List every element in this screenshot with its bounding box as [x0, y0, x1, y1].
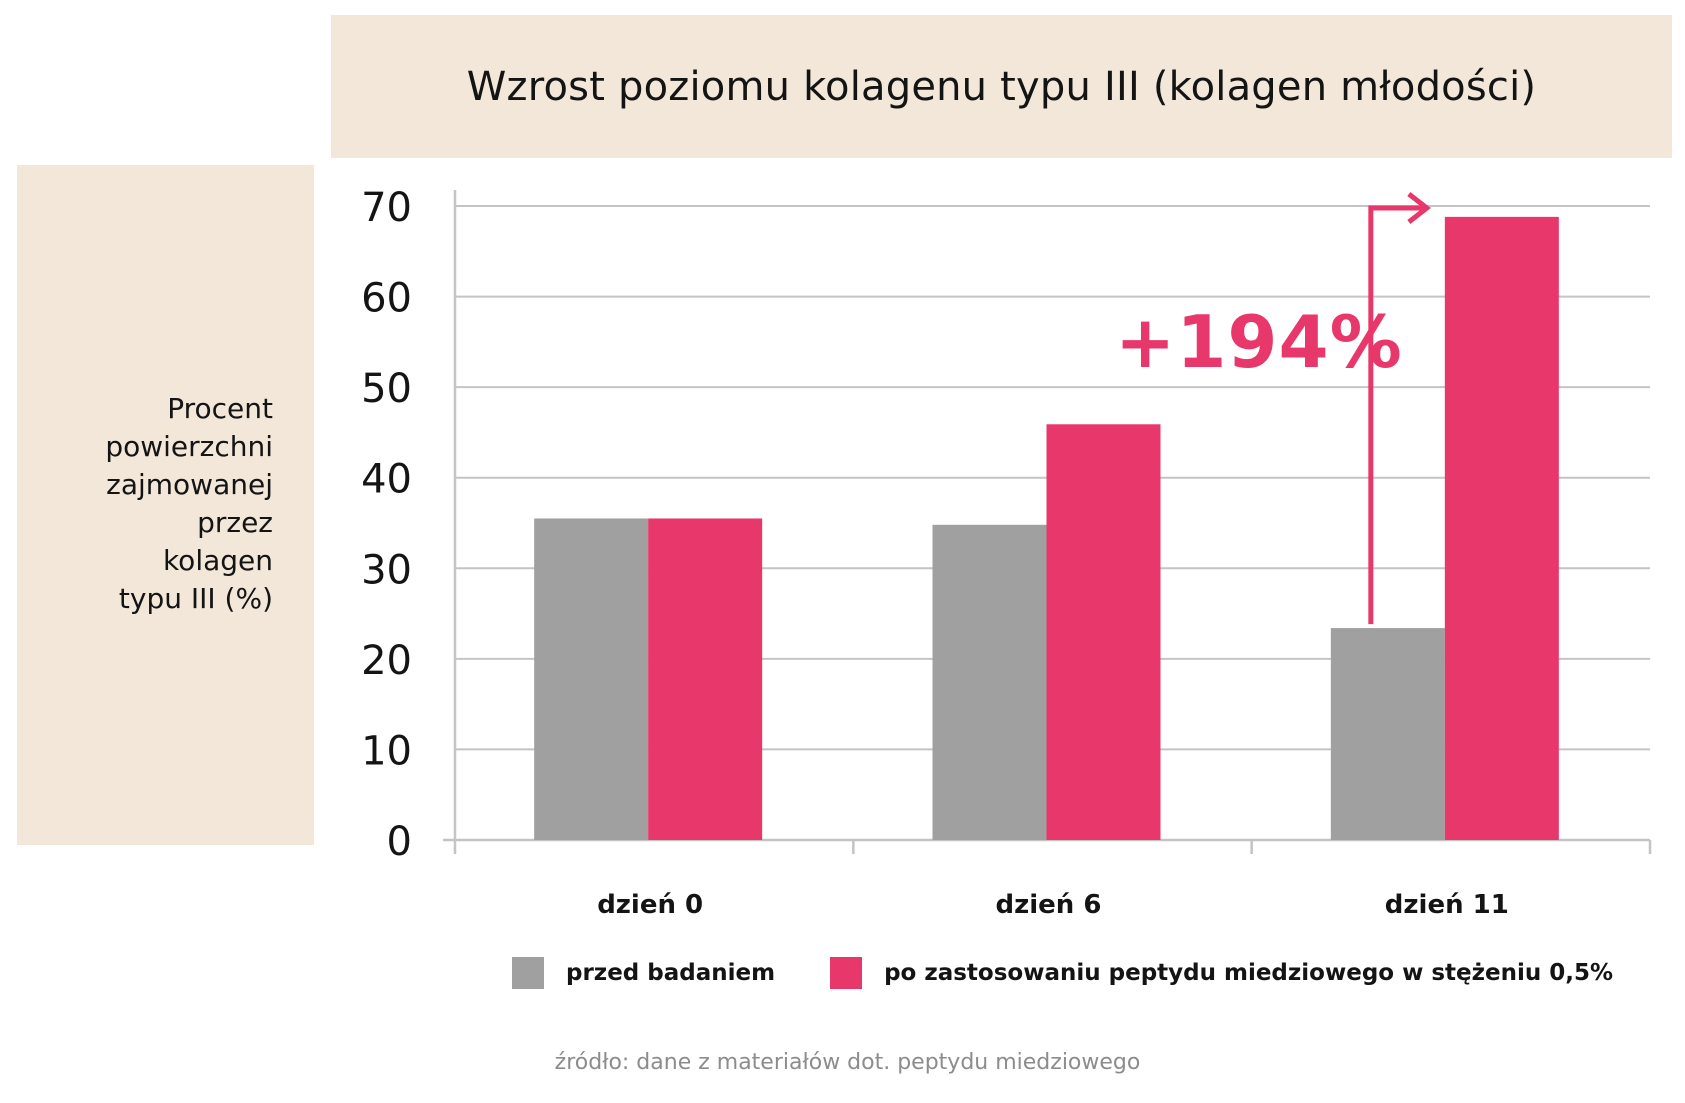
x-tick-label: dzień 11: [1385, 890, 1509, 920]
legend-label-after: po zastosowaniu peptydu miedziowego w st…: [884, 960, 1614, 986]
chart-title: Wzrost poziomu kolagenu typu III (kolage…: [466, 63, 1537, 110]
bar: [1330, 628, 1445, 840]
y-tick-label: 40: [361, 457, 412, 503]
x-tick-label: dzień 0: [597, 890, 703, 920]
bar: [648, 518, 763, 840]
legend-item-before: przed badaniem: [512, 957, 775, 989]
source-note: źródło: dane z materiałów dot. peptydu m…: [554, 1050, 1141, 1075]
legend-item-after: po zastosowaniu peptydu miedziowego w st…: [830, 957, 1613, 989]
bar: [932, 524, 1047, 840]
arrow-head: [1407, 192, 1431, 224]
y-tick-label: 60: [361, 276, 412, 322]
legend: przed badaniem po zastosowaniu peptydu m…: [512, 957, 1613, 989]
increase-annotation: +194%: [1115, 300, 1403, 384]
y-tick-label: 10: [361, 728, 412, 774]
y-tick-label: 50: [361, 366, 412, 412]
title-box: Wzrost poziomu kolagenu typu III (kolage…: [331, 15, 1672, 158]
legend-label-before: przed badaniem: [566, 960, 776, 986]
y-tick-label: 0: [387, 819, 412, 865]
y-tick-label: 20: [361, 638, 412, 684]
y-tick-label: 30: [361, 547, 412, 593]
bar: [1444, 216, 1559, 840]
y-axis-label-box: Procent powierzchni zajmowanej przez kol…: [17, 165, 314, 845]
bar: [534, 518, 649, 840]
increase-arrow: [1368, 205, 1423, 625]
x-tick-label: dzień 6: [996, 890, 1102, 920]
legend-swatch-after: [830, 957, 863, 989]
bar: [1046, 424, 1161, 840]
y-axis-label: Procent powierzchni zajmowanej przez kol…: [105, 392, 273, 615]
y-tick-label: 70: [361, 185, 412, 231]
legend-swatch-before: [512, 957, 544, 989]
